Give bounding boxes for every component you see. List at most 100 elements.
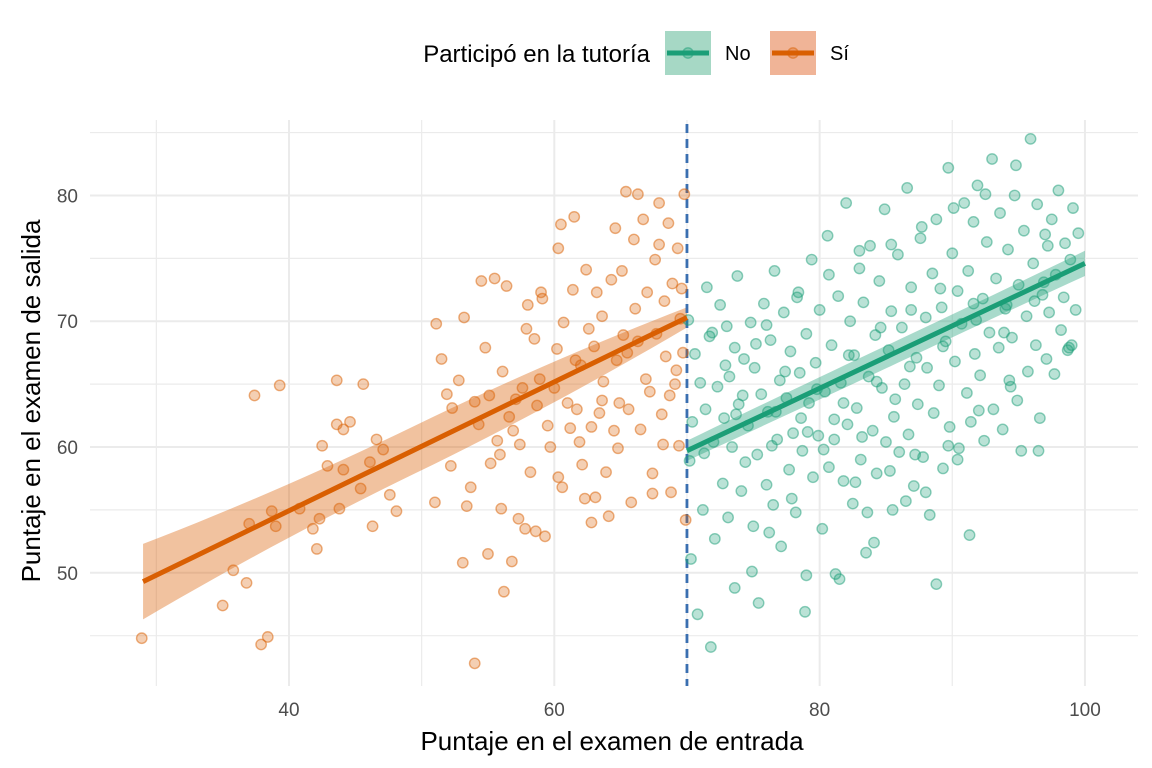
point-si xyxy=(464,481,477,494)
point-si xyxy=(482,548,494,560)
point-no xyxy=(914,232,927,245)
point-si xyxy=(333,502,346,515)
fit-lines xyxy=(141,261,1087,584)
point-no xyxy=(921,361,933,374)
point-si xyxy=(519,522,532,535)
point-no xyxy=(919,311,932,324)
point-no xyxy=(895,321,908,334)
point-no xyxy=(1031,198,1044,211)
point-no xyxy=(706,326,719,339)
point-no xyxy=(698,447,711,460)
point-no xyxy=(909,448,922,461)
point-no xyxy=(850,402,863,414)
point-no xyxy=(1065,339,1078,352)
point-si xyxy=(670,364,683,377)
point-si xyxy=(673,439,685,452)
point-si xyxy=(539,530,551,543)
point-no xyxy=(946,247,959,260)
y-tick-label: 80 xyxy=(57,186,78,207)
point-si xyxy=(617,329,630,341)
point-no xyxy=(1057,291,1070,304)
point-no xyxy=(910,351,923,364)
point-si xyxy=(671,242,684,255)
point-no xyxy=(748,361,761,374)
point-si xyxy=(491,434,504,447)
point-no xyxy=(731,270,744,282)
x-tick-label: 60 xyxy=(544,700,565,721)
point-no xyxy=(960,387,973,399)
point-si xyxy=(354,482,367,495)
point-si xyxy=(555,218,567,231)
point-no xyxy=(773,374,786,387)
point-si xyxy=(557,316,570,329)
point-no xyxy=(809,356,822,369)
point-no xyxy=(990,272,1002,285)
point-no xyxy=(880,436,892,448)
point-si xyxy=(475,275,488,287)
point-no xyxy=(937,340,949,353)
point-si xyxy=(613,397,626,409)
point-no xyxy=(813,304,826,316)
point-no xyxy=(816,522,829,535)
point-si xyxy=(600,466,612,479)
point-no xyxy=(1029,339,1042,352)
point-si xyxy=(479,341,492,354)
point-si xyxy=(610,354,623,367)
point-no xyxy=(1020,310,1033,323)
point-no xyxy=(1064,253,1077,266)
point-si xyxy=(663,389,676,402)
point-no xyxy=(874,321,887,334)
point-no xyxy=(739,456,752,469)
point-no xyxy=(1008,189,1021,202)
point-no xyxy=(689,348,701,360)
point-no xyxy=(915,221,928,233)
point-no xyxy=(735,485,748,497)
point-no xyxy=(856,431,868,443)
legend-key-point-no xyxy=(682,47,694,59)
point-no xyxy=(1004,380,1017,393)
point-no xyxy=(1024,132,1037,145)
point-si xyxy=(513,438,526,451)
point-no xyxy=(683,454,696,467)
point-no xyxy=(937,462,949,475)
point-si xyxy=(622,403,635,416)
point-si xyxy=(528,332,541,345)
legend-entry-no: No xyxy=(665,31,751,75)
point-no xyxy=(935,301,948,314)
point-no xyxy=(833,573,846,585)
point-no xyxy=(901,182,914,194)
point-si xyxy=(568,210,581,223)
point-si xyxy=(269,520,282,533)
point-si xyxy=(629,302,642,315)
point-si xyxy=(216,599,229,612)
point-no xyxy=(716,477,729,490)
point-no xyxy=(746,565,758,578)
point-si xyxy=(344,415,356,428)
point-si xyxy=(524,466,537,479)
point-si xyxy=(460,500,473,513)
point-si xyxy=(261,631,274,643)
point-no xyxy=(1052,184,1065,197)
point-no xyxy=(953,442,965,455)
point-no xyxy=(1055,324,1067,336)
point-si xyxy=(507,424,520,437)
point-no xyxy=(891,248,904,261)
point-no xyxy=(1018,224,1030,237)
point-no xyxy=(723,370,736,383)
point-no xyxy=(967,215,980,228)
point-si xyxy=(646,487,659,500)
point-no xyxy=(775,540,788,553)
point-no xyxy=(755,388,768,401)
point-si xyxy=(248,389,261,402)
point-si xyxy=(590,286,603,299)
point-si xyxy=(458,311,470,324)
point-no xyxy=(902,428,915,441)
point-no xyxy=(873,275,886,287)
point-no xyxy=(979,188,992,201)
point-si xyxy=(135,632,148,645)
point-si xyxy=(641,286,654,299)
point-no xyxy=(978,434,991,447)
point-si xyxy=(337,423,350,436)
point-si xyxy=(602,510,615,523)
